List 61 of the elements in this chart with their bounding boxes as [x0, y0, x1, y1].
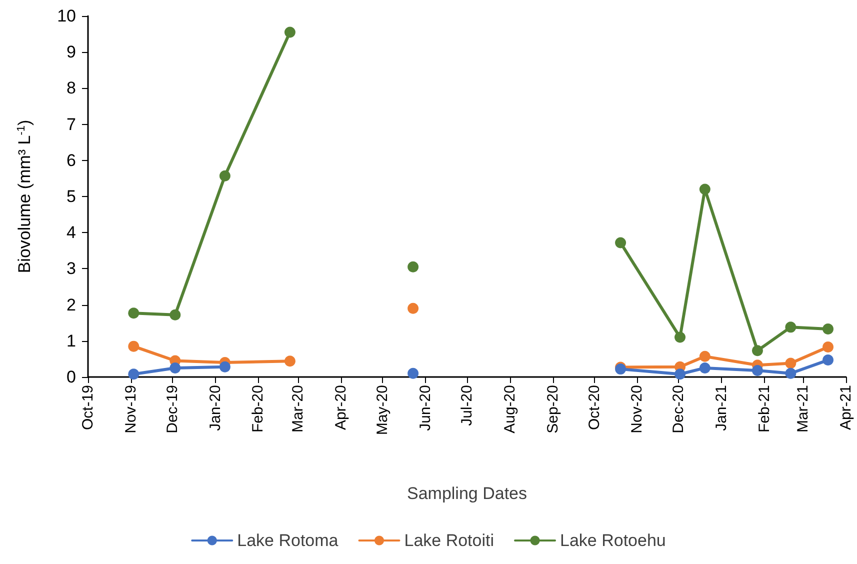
legend-label: Lake Rotoiti	[404, 531, 494, 550]
point	[170, 309, 181, 320]
x-tick-label: Mar-20	[290, 385, 307, 433]
x-tick-label: Apr-20	[332, 385, 350, 430]
x-axis-title: Sampling Dates	[406, 484, 528, 503]
y-tick-label: 4	[66, 223, 76, 242]
y-tick-label: 3	[66, 259, 76, 278]
x-tick-label: Sep-20	[544, 385, 562, 434]
point	[284, 26, 296, 38]
y-tick-label: 2	[66, 295, 76, 314]
x-tick-label: Feb-20	[250, 385, 267, 433]
point	[822, 323, 834, 334]
point	[699, 350, 710, 362]
x-tick-label: Feb-21	[756, 385, 773, 433]
point	[674, 332, 686, 343]
point	[128, 368, 140, 380]
point	[128, 308, 140, 319]
point	[615, 237, 626, 248]
point	[699, 362, 710, 374]
y-tick-label: 6	[66, 150, 76, 170]
x-tick-label: Oct-20	[586, 385, 603, 430]
point	[219, 170, 230, 182]
x-tick-label: Apr-21	[838, 385, 854, 430]
point	[699, 184, 710, 195]
x-tick-label: May-20	[374, 385, 392, 436]
point	[785, 358, 796, 369]
x-tick-label: Dec-20	[670, 385, 688, 434]
y-tick-label: 10	[57, 6, 76, 26]
y-tick-label: 1	[66, 331, 76, 350]
point	[284, 356, 296, 367]
y-tick-label: 8	[66, 78, 76, 98]
x-tick-label: Nov-20	[628, 385, 646, 434]
point	[785, 368, 796, 379]
x-tick-label: Jan-20	[206, 385, 224, 431]
x-tick-label: Aug-20	[501, 385, 518, 434]
x-tick-label: Mar-21	[794, 385, 812, 433]
point	[674, 368, 686, 380]
point	[128, 340, 140, 352]
point	[752, 345, 763, 356]
x-tick-label: Jul-20	[458, 385, 476, 426]
x-tick-label: Dec-19	[164, 385, 181, 434]
point	[408, 302, 419, 314]
y-tick-label: 9	[66, 42, 76, 62]
point	[822, 342, 834, 353]
x-tick-label: Jun-20	[417, 385, 434, 431]
y-axis-title: Biovolume (mm³ L-1)	[15, 120, 34, 274]
x-tick-label: Jan-21	[713, 385, 730, 431]
point	[219, 361, 230, 372]
point	[408, 261, 419, 272]
point	[822, 354, 834, 366]
point	[752, 365, 763, 376]
point	[170, 362, 181, 374]
point	[785, 322, 796, 333]
legend-label: Lake Rotoehu	[560, 531, 666, 550]
x-tick-label: Oct-19	[80, 385, 96, 430]
x-tick-label: Nov-19	[122, 385, 140, 434]
y-tick-label: 5	[66, 187, 76, 206]
legend-label: Lake Rotoma	[237, 531, 339, 550]
point	[408, 368, 419, 379]
y-tick-label: 0	[66, 368, 76, 386]
y-tick-label: 7	[66, 114, 76, 134]
